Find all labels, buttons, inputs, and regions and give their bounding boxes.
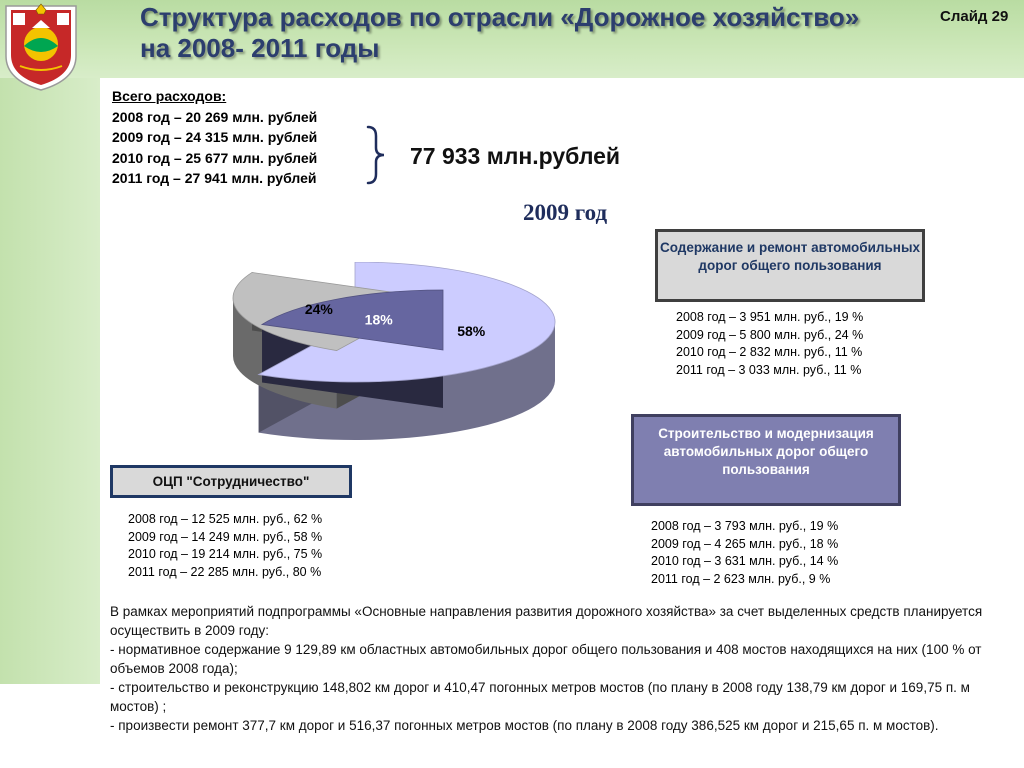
list-item: 2010 год – 2 832 млн. руб., 11 %: [676, 345, 863, 359]
totals-block: Всего расходов: 2008 год – 20 269 млн. р…: [112, 86, 317, 189]
header-band: [0, 0, 1024, 78]
construction-title-box: Строительство и модернизация автомобильн…: [631, 414, 901, 506]
notes-paragraph: - строительство и реконструкцию 148,802 …: [110, 680, 970, 714]
pie-slices-group: 58% 24% 18%: [232, 262, 556, 440]
slide-number: Слайд 29: [940, 8, 1009, 25]
list-item: 2009 год – 14 249 млн. руб., 58 %: [128, 529, 323, 544]
grand-total: 77 933 млн.рублей: [410, 143, 621, 169]
page-title: Структура расходов по отрасли «Дорожное …: [140, 2, 940, 64]
list-item: 2010 год – 3 631 млн. руб., 14 %: [651, 554, 839, 568]
brace-icon: [366, 125, 385, 185]
construction-list: 2008 год – 3 793 млн. руб., 19 % 2009 го…: [651, 518, 838, 588]
totals-line: 2008 год – 20 269 млн. рублей: [112, 108, 318, 125]
maintenance-title-box: Содержание и ремонт автомобильных дорог …: [655, 229, 925, 302]
list-item: 2008 год – 3 793 млн. руб., 19 %: [651, 519, 839, 533]
list-item: 2008 год – 12 525 млн. руб., 62 %: [128, 512, 323, 526]
totals-line: 2011 год – 27 941 млн. рублей: [112, 170, 317, 186]
list-item: 2011 год – 22 285 млн. руб., 80 %: [128, 564, 322, 579]
title-line-2: на 2008- 2011 годы: [140, 33, 380, 63]
list-item: 2010 год – 19 214 млн. руб., 75 %: [128, 547, 323, 561]
pie-chart: 58% 24% 18%: [232, 262, 556, 440]
pie-slice-label: 18%: [365, 312, 394, 328]
notes-paragraph: - произвести ремонт 377,7 км дорог и 516…: [110, 718, 939, 733]
coat-of-arms-icon: [5, 3, 77, 91]
list-item: 2009 год – 5 800 млн. руб., 24 %: [676, 327, 864, 342]
pie-slice-label: 24%: [305, 301, 334, 317]
totals-line: 2009 год – 24 315 млн. рублей: [112, 129, 318, 145]
chart-title: 2009 год: [523, 200, 608, 225]
ocp-list: 2008 год – 12 525 млн. руб., 62 % 2009 г…: [128, 511, 322, 581]
left-band: [0, 78, 100, 684]
notes-paragraph: - нормативное содержание 9 129,89 км обл…: [110, 642, 982, 676]
notes-block: В рамках мероприятий подпрограммы «Основ…: [110, 602, 1010, 735]
maintenance-title: Содержание и ремонт автомобильных дорог …: [659, 240, 920, 273]
maintenance-list: 2008 год – 3 951 млн. руб., 19 % 2009 го…: [676, 309, 863, 379]
totals-line: 2010 год – 25 677 млн. рублей: [112, 149, 318, 166]
title-line-1: Структура расходов по отрасли «Дорожное …: [140, 2, 860, 32]
list-item: 2009 год – 4 265 млн. руб., 18 %: [651, 536, 839, 551]
construction-title: Строительство и модернизация автомобильн…: [658, 426, 874, 477]
list-item: 2011 год – 3 033 млн. руб., 11 %: [676, 362, 862, 377]
pie-slice: [260, 289, 444, 351]
totals-heading: Всего расходов:: [112, 88, 227, 104]
ocp-title: ОЦП "Сотрудничество": [152, 474, 310, 489]
ocp-title-box: ОЦП "Сотрудничество": [110, 465, 352, 498]
list-item: 2008 год – 3 951 млн. руб., 19 %: [676, 310, 864, 324]
list-item: 2011 год – 2 623 млн. руб., 9 %: [651, 571, 831, 586]
notes-paragraph: В рамках мероприятий подпрограммы «Основ…: [110, 604, 983, 638]
pie-slice-label: 58%: [457, 323, 486, 339]
